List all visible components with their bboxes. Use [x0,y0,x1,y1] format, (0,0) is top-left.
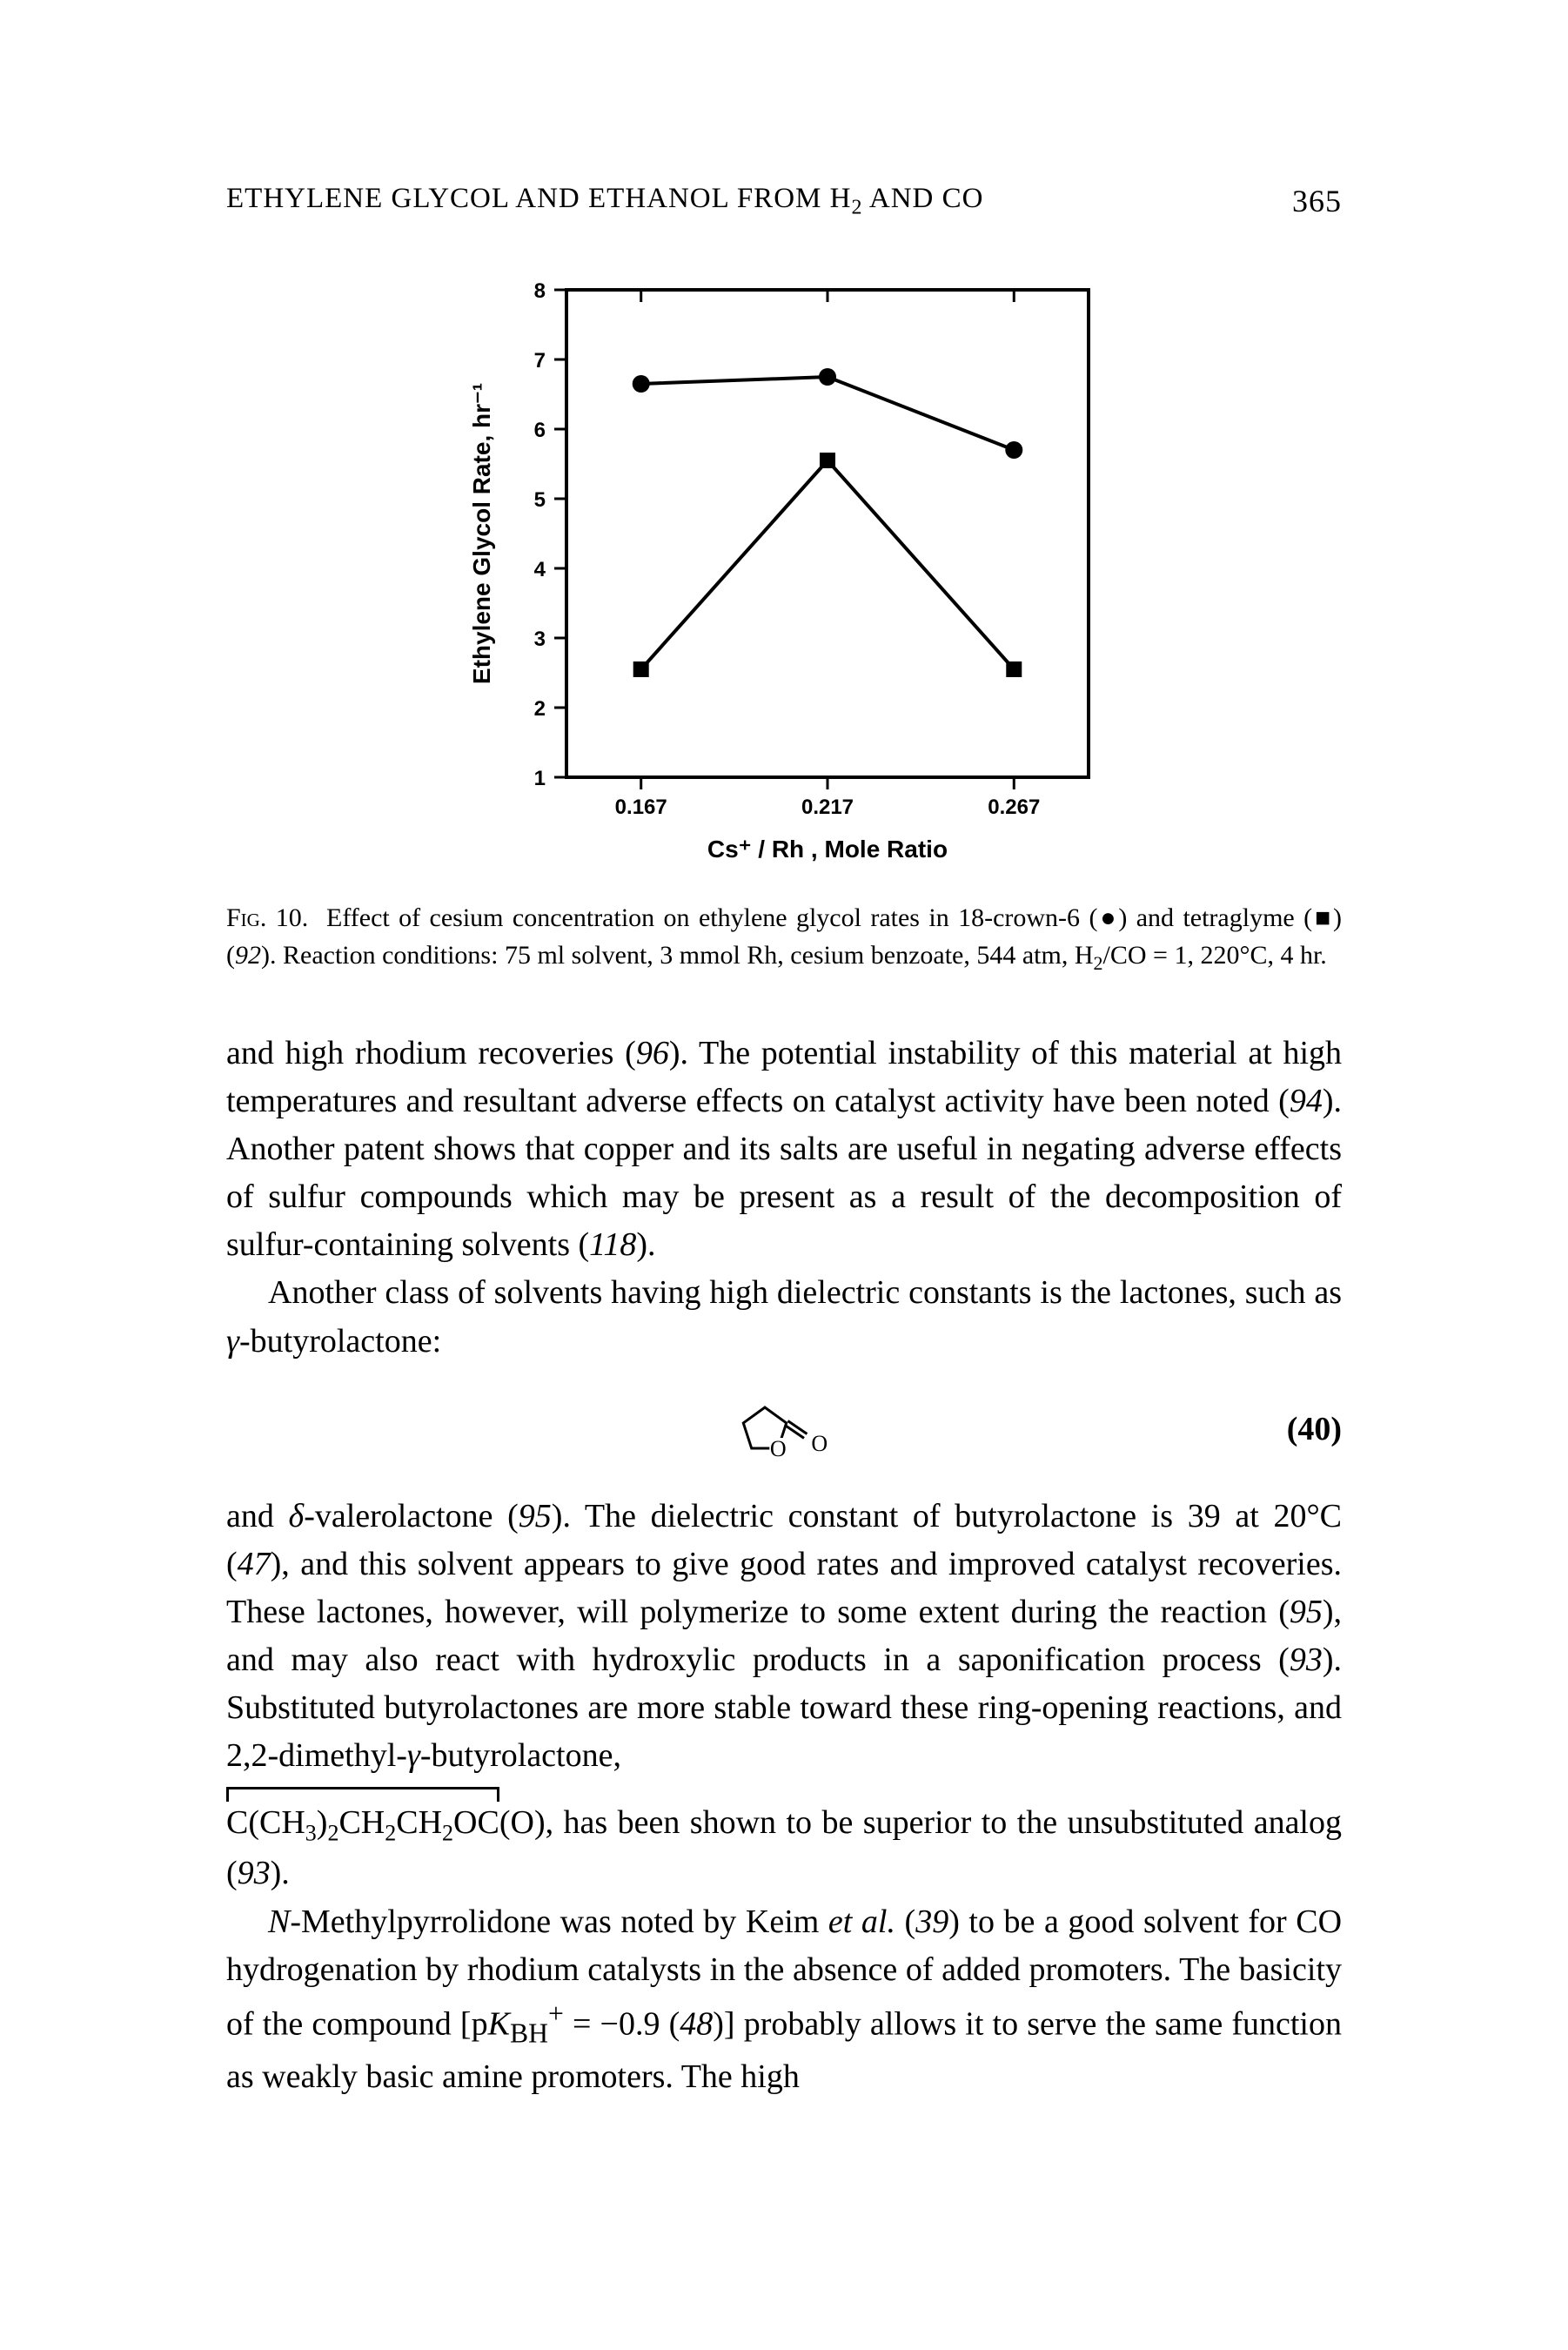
paragraph-1: and high rhodium recoveries (96). The po… [226,1030,1342,1269]
header-title: ETHYLENE GLYCOL AND ETHANOL FROM H2 AND … [226,183,983,220]
running-header: ETHYLENE GLYCOL AND ETHANOL FROM H2 AND … [226,183,1342,220]
paragraph-3: and δ-valerolactone (95). The dielectric… [226,1493,1342,1781]
svg-text:Ethylene Glycol Rate, hr⁻¹: Ethylene Glycol Rate, hr⁻¹ [468,382,495,683]
svg-text:0.267: 0.267 [988,796,1040,819]
svg-text:1: 1 [534,767,546,790]
svg-text:2: 2 [534,697,546,721]
svg-text:0.217: 0.217 [801,796,854,819]
svg-text:O: O [770,1436,787,1461]
svg-text:7: 7 [534,349,546,373]
svg-text:8: 8 [534,279,546,303]
paragraph-5: N-Methylpyrrolidone was noted by Keim et… [226,1898,1342,2101]
figure-10-svg: 1 2 3 4 5 6 7 8 0.167 0.217 0.267 Cs⁺ / Rh , Mole R… [453,272,1115,873]
butyrolactone-structure: OO [723,1390,845,1468]
svg-text:6: 6 [534,419,546,442]
equation-40: OO (40) [226,1390,1342,1468]
svg-text:4: 4 [534,558,546,581]
page-number: 365 [1292,183,1342,220]
figure-10-caption: Fig. 10. Effect of cesium concentration … [226,899,1342,977]
equation-number: (40) [1287,1410,1342,1448]
paragraph-2: Another class of solvents having high di… [226,1269,1342,1365]
svg-text:3: 3 [534,628,546,651]
figure-10: 1 2 3 4 5 6 7 8 0.167 0.217 0.267 Cs⁺ / Rh , Mole R… [226,272,1342,873]
svg-text:5: 5 [534,488,546,512]
svg-text:O: O [811,1431,828,1456]
paragraph-4: C(CH3)2CH2CH2OC(O), has been shown to be… [226,1799,1342,1897]
svg-text:0.167: 0.167 [615,796,667,819]
svg-text:Cs⁺ / Rh , Mole Ratio: Cs⁺ / Rh , Mole Ratio [707,836,948,863]
